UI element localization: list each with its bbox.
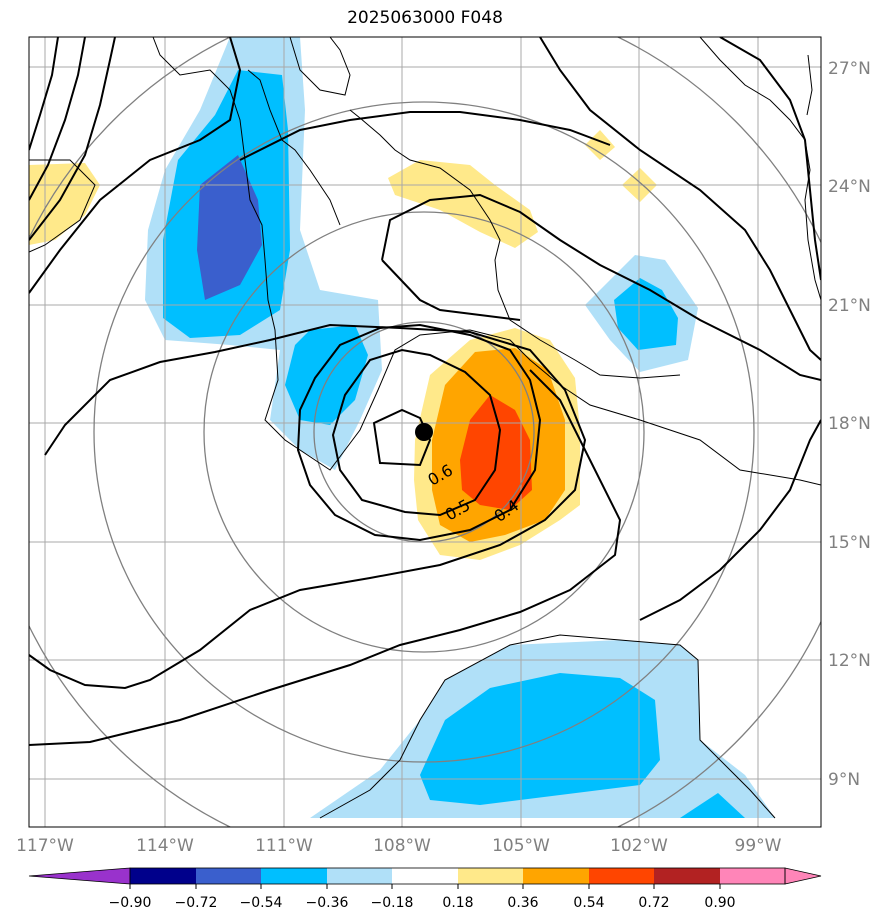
lat-label: 15°N <box>828 533 871 553</box>
longitude-labels: 117°W 114°W 111°W 108°W 105°W 102°W 99°W <box>16 836 782 856</box>
colorbar-tick-label: 0.72 <box>638 895 669 911</box>
lat-label: 27°N <box>828 59 871 79</box>
colorbar-segment <box>589 868 654 884</box>
anomaly-fill-negative <box>145 37 775 818</box>
lat-label: 12°N <box>828 651 871 671</box>
lon-label: 114°W <box>136 836 194 856</box>
colorbar-segment <box>654 868 720 884</box>
neg-region-south-mid <box>420 673 660 805</box>
lon-label: 102°W <box>610 836 668 856</box>
latitude-labels: 27°N 24°N 21°N 18°N 15°N 12°N 9°N <box>828 59 871 790</box>
colorbar-tick-labels: −0.90 −0.72 −0.54 −0.36 −0.18 0.18 0.36 … <box>109 895 736 911</box>
lon-label: 105°W <box>492 836 550 856</box>
colorbar-tick-label: −0.72 <box>175 895 218 911</box>
neg-region-east-mid <box>614 278 678 350</box>
colorbar-segment <box>523 868 589 884</box>
lon-label: 99°W <box>735 836 782 856</box>
colorbar-extend-min <box>28 867 131 885</box>
colorbar-segment <box>130 868 196 884</box>
pos-region-west-light <box>29 163 100 245</box>
colorbar-segment <box>327 868 392 884</box>
colorbar-segment <box>261 868 327 884</box>
lon-label: 111°W <box>255 836 313 856</box>
colorbar-segment <box>720 868 785 884</box>
lat-label: 18°N <box>828 414 871 434</box>
storm-center-marker <box>415 423 433 441</box>
colorbar-tick-label: −0.90 <box>109 895 152 911</box>
colorbar-tick-label: −0.36 <box>306 895 349 911</box>
colorbar-tick-label: 0.36 <box>507 895 538 911</box>
colorbar: −0.90 −0.72 −0.54 −0.36 −0.18 0.18 0.36 … <box>28 867 822 911</box>
colorbar-segment <box>458 868 523 884</box>
pos-region-north-light <box>388 160 538 248</box>
colorbar-tick-label: −0.54 <box>240 895 283 911</box>
range-rings <box>29 37 821 827</box>
neg-region-southeast-mid <box>680 793 745 818</box>
contours-black <box>29 37 821 746</box>
lat-label: 24°N <box>828 177 871 197</box>
neg-region-northwest-dark <box>197 155 262 300</box>
map-title: 2025063000 F048 <box>347 8 503 28</box>
colorbar-tick-label: 0.90 <box>704 895 735 911</box>
colorbar-segment <box>196 868 261 884</box>
pos-region-small-diamond-a <box>585 130 615 160</box>
colorbar-segment <box>392 868 458 884</box>
colorbar-tick-label: −0.18 <box>371 895 414 911</box>
map-plot-area: 0.6 0.5 0.4 <box>29 37 821 827</box>
lat-label: 21°N <box>828 296 871 316</box>
colorbar-tick-label: 0.54 <box>573 895 604 911</box>
colorbar-tick-label: 0.18 <box>442 895 473 911</box>
colorbar-extend-max <box>784 867 822 885</box>
map-frame <box>28 36 822 828</box>
lon-label: 117°W <box>16 836 74 856</box>
colorbar-ticks <box>129 884 721 889</box>
lon-label: 108°W <box>373 836 431 856</box>
pos-region-core-dark <box>460 395 532 510</box>
lat-label: 9°N <box>828 770 860 790</box>
